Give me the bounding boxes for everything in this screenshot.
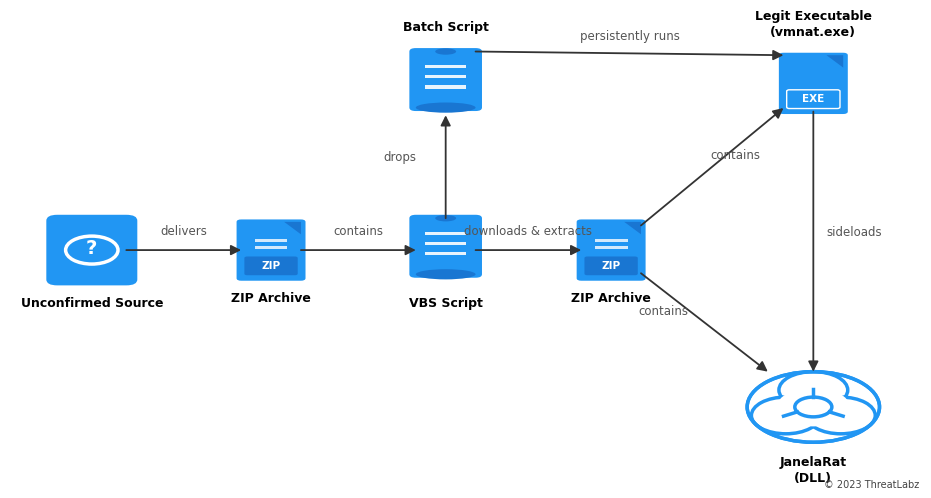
- FancyBboxPatch shape: [410, 215, 482, 278]
- FancyBboxPatch shape: [576, 220, 645, 281]
- Bar: [425, 65, 466, 68]
- Bar: [254, 239, 288, 242]
- Text: sideloads: sideloads: [827, 226, 883, 239]
- Text: contains: contains: [333, 225, 384, 238]
- Polygon shape: [284, 222, 301, 234]
- Text: ZIP Archive: ZIP Archive: [231, 292, 311, 305]
- Ellipse shape: [416, 103, 476, 113]
- Bar: [425, 252, 466, 255]
- Text: Legit Executable
(vmnat.exe): Legit Executable (vmnat.exe): [755, 10, 871, 39]
- Text: ZIP: ZIP: [262, 261, 280, 271]
- Text: EXE: EXE: [803, 94, 825, 104]
- Bar: [425, 232, 466, 235]
- Bar: [254, 247, 288, 249]
- Text: downloads & extracts: downloads & extracts: [465, 225, 592, 238]
- Ellipse shape: [435, 215, 456, 222]
- Text: contains: contains: [710, 149, 761, 162]
- Bar: [595, 247, 627, 249]
- FancyBboxPatch shape: [245, 256, 298, 275]
- Text: ?: ?: [87, 239, 98, 258]
- Text: delivers: delivers: [160, 225, 208, 238]
- Circle shape: [802, 400, 825, 413]
- FancyBboxPatch shape: [236, 220, 305, 281]
- Bar: [425, 85, 466, 89]
- Polygon shape: [625, 222, 641, 234]
- Text: JanelaRat
(DLL): JanelaRat (DLL): [780, 456, 847, 485]
- Text: © 2023 ThreatLabz: © 2023 ThreatLabz: [824, 480, 919, 491]
- Bar: [425, 242, 466, 245]
- Text: Unconfirmed Source: Unconfirmed Source: [20, 297, 163, 310]
- FancyBboxPatch shape: [585, 256, 638, 275]
- Bar: [425, 75, 466, 79]
- Polygon shape: [827, 55, 843, 68]
- Ellipse shape: [435, 48, 456, 55]
- FancyBboxPatch shape: [787, 90, 840, 109]
- Ellipse shape: [416, 269, 476, 279]
- Text: drops: drops: [384, 151, 416, 164]
- Bar: [595, 239, 627, 242]
- Text: ZIP: ZIP: [601, 261, 621, 271]
- Circle shape: [777, 387, 850, 426]
- Text: contains: contains: [638, 305, 688, 318]
- FancyBboxPatch shape: [47, 215, 137, 285]
- Text: Batch Script: Batch Script: [403, 21, 489, 34]
- Text: ZIP Archive: ZIP Archive: [572, 292, 651, 305]
- Text: VBS Script: VBS Script: [409, 297, 482, 310]
- FancyBboxPatch shape: [410, 48, 482, 111]
- FancyBboxPatch shape: [779, 53, 848, 114]
- Text: persistently runs: persistently runs: [580, 29, 680, 42]
